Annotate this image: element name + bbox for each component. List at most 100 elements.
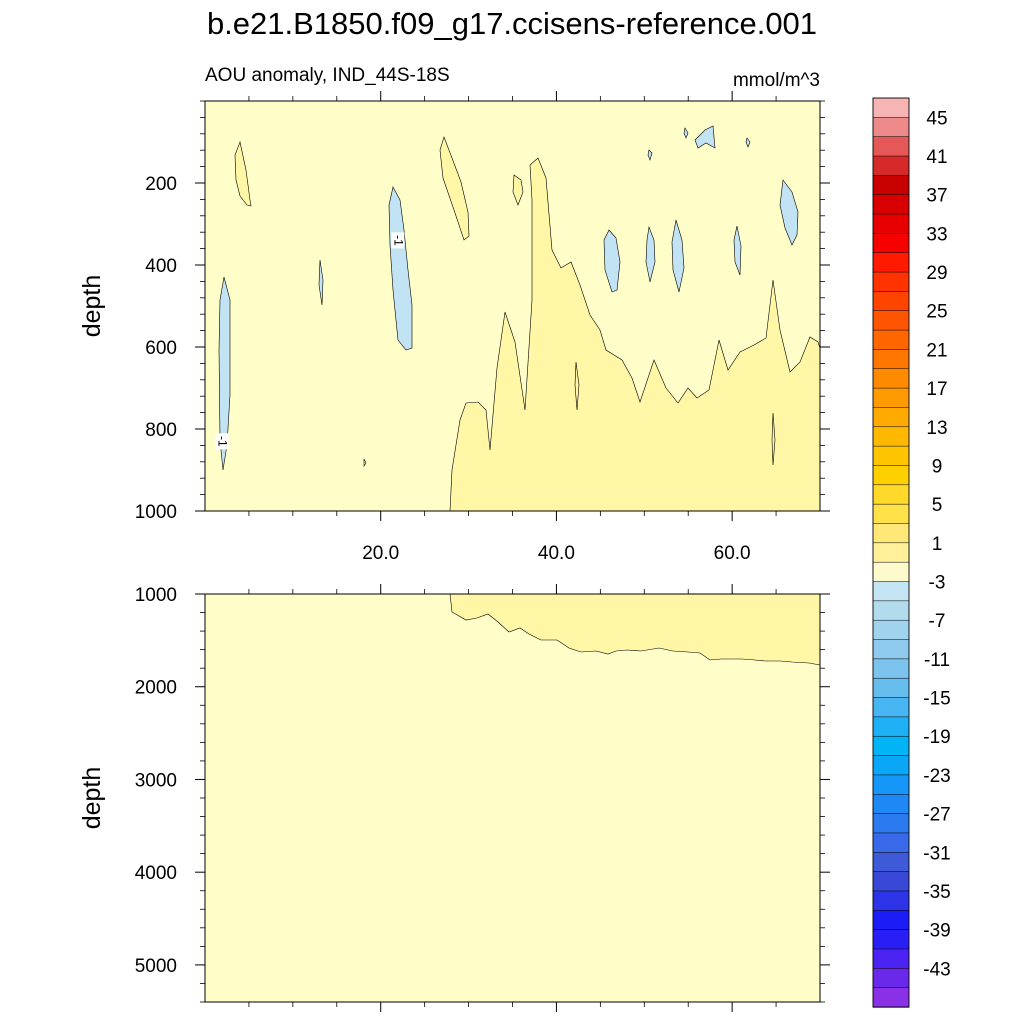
colorbar-swatch <box>872 291 910 312</box>
colorbar-swatch <box>872 697 910 718</box>
colorbar-swatch <box>872 890 910 911</box>
contour-label: -1 <box>216 436 230 447</box>
colorbar-swatch <box>872 735 910 757</box>
y-tick-label: 1000 <box>135 502 177 523</box>
colorbar-swatch <box>872 310 910 331</box>
lower-y-axis: 1000 2000 3000 4000 5000 <box>135 585 830 1003</box>
colorbar-label: 17 <box>926 379 947 400</box>
colorbar-swatch <box>872 852 910 873</box>
x-tick-label: 60.0 <box>714 543 751 564</box>
colorbar-label: 45 <box>926 108 947 129</box>
colorbar-swatch <box>872 523 910 544</box>
upper-positive-region <box>449 157 821 512</box>
colorbar-swatch <box>872 97 910 118</box>
colorbar-swatch <box>872 503 910 525</box>
upper-negative-region <box>745 137 751 148</box>
y-tick-label: 2000 <box>135 678 177 699</box>
lower-x-axis <box>248 584 777 1012</box>
colorbar-swatch <box>872 948 910 969</box>
upper-negative-region <box>218 276 231 471</box>
colorbar-swatch <box>872 155 910 177</box>
colorbar-label: 5 <box>932 495 943 516</box>
upper-negative-region <box>388 186 413 351</box>
colorbar-label: -7 <box>929 611 946 632</box>
upper-negative-region <box>603 229 621 293</box>
colorbar-label: 13 <box>926 418 947 439</box>
upper-negative-region <box>318 259 324 306</box>
y-tick-label: 4000 <box>135 863 177 884</box>
upper-contour-line <box>574 361 580 411</box>
colorbar-swatch <box>872 387 910 409</box>
colorbar-label: -27 <box>923 805 950 826</box>
colorbar-swatch <box>872 194 910 215</box>
colorbar-label: -39 <box>923 921 950 942</box>
colorbar-swatch <box>872 465 910 486</box>
colorbar-swatch <box>872 213 910 235</box>
lower-positive-region <box>449 593 821 666</box>
colorbar-swatch <box>872 407 910 428</box>
x-tick-label: 20.0 <box>362 543 399 564</box>
colorbar-swatch <box>872 561 910 583</box>
upper-positive-blob <box>439 136 470 241</box>
colorbar-label: -15 <box>923 689 950 710</box>
colorbar-swatch <box>872 716 910 737</box>
colorbar-swatch <box>872 677 910 699</box>
x-tick-label: 40.0 <box>538 543 575 564</box>
colorbar-label: 33 <box>926 224 947 245</box>
colorbar-swatch <box>872 774 910 795</box>
contour-label-bg <box>391 232 405 249</box>
colorbar-swatch <box>872 329 910 351</box>
colorbar-label: -43 <box>923 959 950 980</box>
colorbar-label: -19 <box>923 727 950 748</box>
colorbar-label: 1 <box>932 534 943 555</box>
upper-negative-region <box>779 179 799 246</box>
colorbar-swatch <box>872 252 910 273</box>
chart-title: b.e21.B1850.f09_g17.ccisens-reference.00… <box>207 6 817 41</box>
upper-positive-blob <box>234 140 252 207</box>
upper-negative-region <box>694 125 716 149</box>
colorbar-swatch <box>872 639 910 660</box>
colorbar-swatch <box>872 426 910 447</box>
y-tick-label: 800 <box>145 420 177 441</box>
colorbar-swatch <box>872 368 910 389</box>
colorbar-swatch <box>872 658 910 679</box>
y-tick-label: 600 <box>145 338 177 359</box>
upper-negative-region <box>647 149 653 161</box>
chart-subtitle-right: mmol/m^3 <box>733 70 820 91</box>
colorbar-label: 29 <box>926 263 947 284</box>
upper-contour-line <box>771 412 776 466</box>
upper-y-axis: 200 400 600 800 1000 <box>135 100 830 523</box>
colorbar-swatch <box>872 271 910 293</box>
y-tick-label: 1000 <box>135 585 177 606</box>
colorbar-label: 21 <box>926 340 947 361</box>
colorbar-label: 41 <box>926 147 947 168</box>
colorbar-swatch <box>872 929 910 950</box>
colorbar-swatch <box>872 445 910 467</box>
colorbar-label: 9 <box>932 456 943 477</box>
colorbar-swatch <box>872 871 910 892</box>
colorbar-swatch <box>872 968 910 989</box>
upper-negative-region <box>645 225 656 283</box>
colorbar-swatch <box>872 175 910 196</box>
colorbar-swatch <box>872 987 910 1008</box>
colorbar-swatch <box>872 600 910 621</box>
upper-y-axis-label: depth <box>78 275 106 338</box>
colorbar-swatch <box>872 832 910 853</box>
chart-subtitle-left: AOU anomaly, IND_44S-18S <box>205 65 450 86</box>
upper-positive-blob <box>512 174 524 206</box>
colorbar-swatch <box>872 542 910 563</box>
upper-contour-line <box>363 458 367 467</box>
colorbar-frame <box>872 97 910 1008</box>
contour-label-bg <box>215 433 229 450</box>
colorbar-swatch <box>872 484 910 505</box>
colorbar-swatch <box>872 755 910 776</box>
colorbar-label: -11 <box>924 650 950 671</box>
colorbar-swatch <box>872 581 910 602</box>
y-tick-label: 200 <box>145 174 177 195</box>
upper-negative-region <box>671 219 685 293</box>
lower-panel: 1000 2000 3000 4000 5000 depth <box>78 584 830 1012</box>
lower-panel-background <box>205 594 820 1002</box>
colorbar-label: -31 <box>923 843 950 864</box>
upper-panel: -1 -1 200 400 600 800 1000 20.0 40.0 60.0 depth <box>78 91 830 564</box>
colorbar-label: 25 <box>926 302 947 323</box>
